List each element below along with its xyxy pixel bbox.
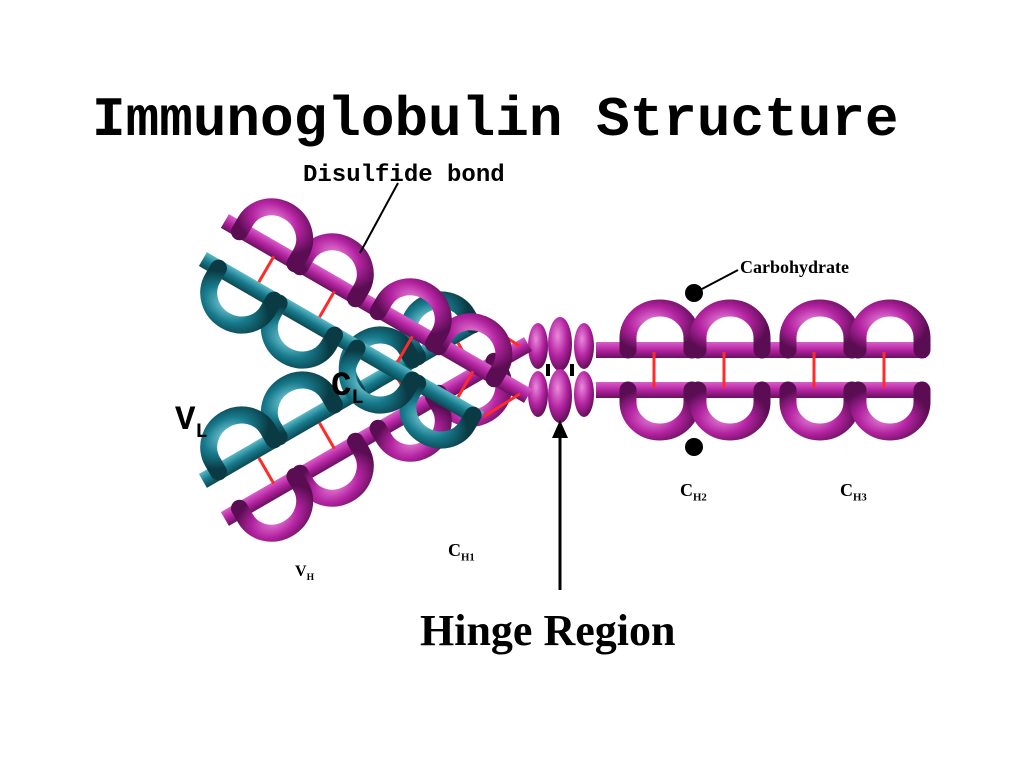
- disulfide-label: Disulfide bond: [303, 162, 505, 189]
- ch3-label: CH3: [840, 480, 867, 504]
- hinge-label: Hinge Region: [420, 605, 675, 656]
- cl-label: CL: [331, 368, 364, 410]
- ch2-label: CH2: [680, 480, 707, 504]
- vl-label: VL: [175, 402, 208, 444]
- ch1-label: CH1: [448, 540, 475, 564]
- stage: Immunoglobulin Structure Disulfide bond …: [0, 0, 1024, 768]
- vh-label: VH: [295, 563, 314, 583]
- carbohydrate-label: Carbohydrate: [740, 257, 849, 278]
- page-title: Immunoglobulin Structure: [92, 88, 899, 152]
